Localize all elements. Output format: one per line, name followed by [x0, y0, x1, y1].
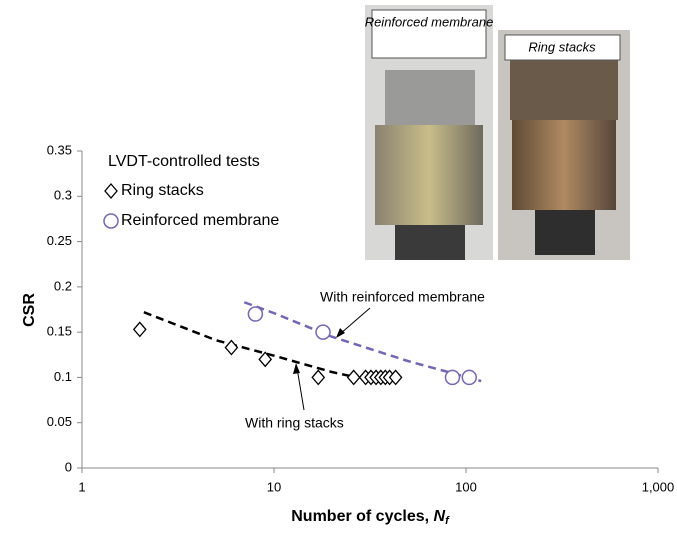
y-tick-label: 0.3 — [54, 188, 72, 203]
x-axis-title: Number of cycles, Nf — [291, 508, 450, 527]
legend-marker — [103, 213, 119, 229]
y-tick-label: 0.25 — [47, 233, 72, 248]
y-tick-label: 0.05 — [47, 414, 72, 429]
x-tick-label: 1,000 — [642, 479, 675, 494]
data-point — [311, 369, 326, 386]
arrow-head — [336, 328, 345, 338]
data-point — [444, 369, 461, 386]
inset-label: Reinforced membrane — [365, 14, 494, 29]
annotation: With reinforced membrane — [320, 289, 485, 305]
data-point — [388, 369, 403, 386]
data-point — [224, 339, 239, 356]
data-point — [132, 321, 147, 338]
data-point — [461, 369, 478, 386]
legend-label: Ring stacks — [121, 182, 204, 199]
y-axis-title: CSR — [21, 293, 38, 327]
x-axis-title-subscript: f — [445, 515, 450, 527]
y-tick-label: 0 — [65, 459, 72, 474]
arrow-head — [293, 363, 300, 374]
annotation: With ring stacks — [245, 415, 344, 431]
data-point — [315, 324, 331, 340]
legend-label: Reinforced membrane — [121, 212, 279, 229]
y-tick-label: 0.35 — [47, 142, 72, 157]
data-point — [247, 306, 264, 322]
data-point — [346, 369, 361, 386]
x-axis-title-text: Number of cycles, — [291, 508, 433, 525]
y-tick-label: 0.1 — [54, 369, 72, 384]
inset-photo: Reinforced membrane — [365, 5, 494, 260]
legend-title: LVDT-controlled tests — [108, 153, 260, 170]
x-axis-title-symbol: N — [434, 508, 446, 525]
x-tick-label: 100 — [455, 479, 477, 494]
inset-label: Ring stacks — [528, 39, 596, 54]
y-tick-label: 0.15 — [47, 324, 72, 339]
y-tick-label: 0.2 — [54, 278, 72, 293]
trendline — [243, 301, 482, 383]
x-tick-label: 10 — [267, 479, 281, 494]
x-tick-label: 1 — [78, 479, 85, 494]
trendline — [143, 311, 358, 379]
annotation-arrow — [339, 307, 371, 335]
inset-photo: Ring stacks — [498, 30, 630, 260]
data-point — [258, 351, 273, 368]
legend-marker — [104, 183, 118, 199]
annotation-arrow — [296, 367, 305, 411]
